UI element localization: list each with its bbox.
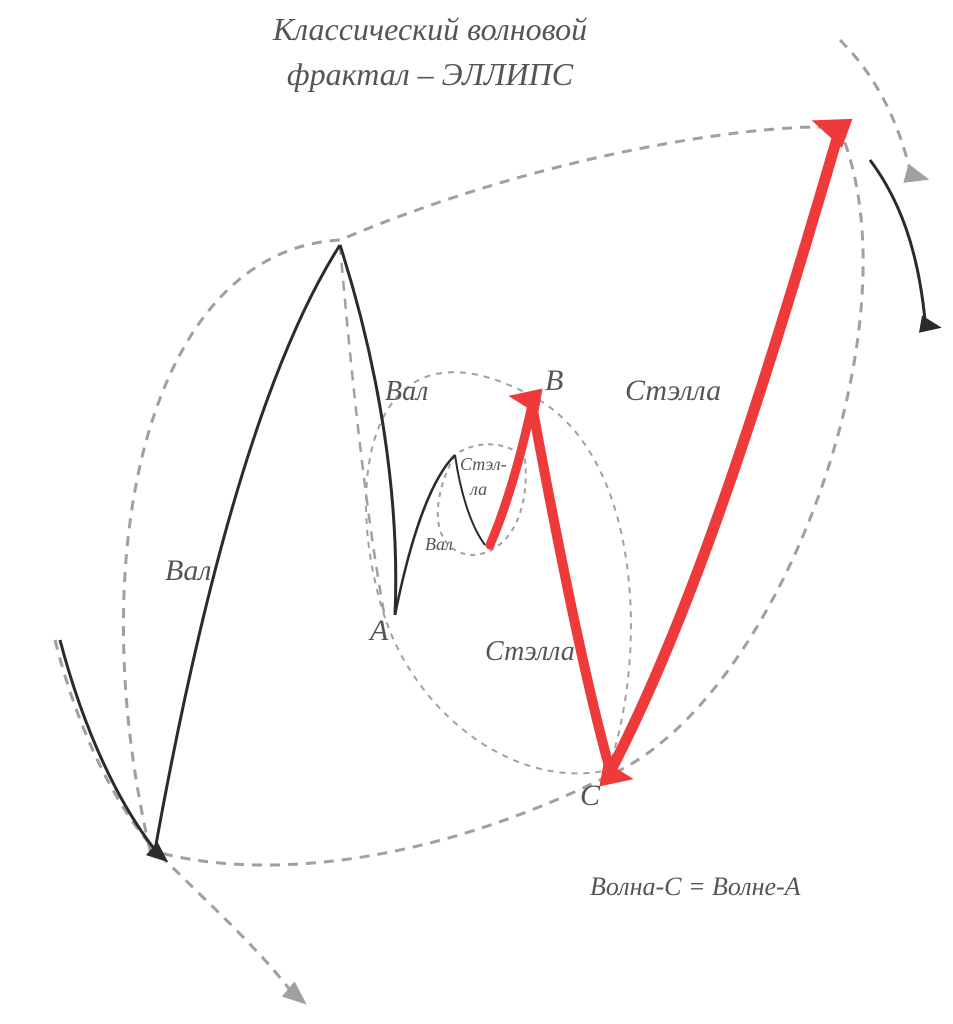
red-wave-ab [490, 405, 532, 545]
arrowhead-red_top [806, 106, 852, 148]
title-line-2: фрактал – ЭЛЛИПС [287, 56, 574, 92]
label-stella-mid: Стэлла [485, 636, 575, 667]
bottom-left-dashed-tail [55, 640, 290, 990]
big-val-solid [155, 245, 340, 850]
label-val-small: Вал [425, 534, 453, 554]
label-stella-sm1: Стэл- [460, 454, 507, 474]
label-val-big: Вал [165, 554, 211, 587]
label-c: C [580, 779, 601, 812]
footnote: Волна-С = Волне-А [590, 872, 801, 901]
top-right-dashed-tail [840, 40, 910, 170]
diagram-canvas: Классический волновой фрактал – ЭЛЛИПС A… [0, 0, 953, 1024]
label-a: A [368, 614, 389, 647]
label-val-mid: Вал [385, 376, 428, 407]
bottom-left-solid-tail [60, 640, 155, 850]
title-line-1: Классический волновой [272, 11, 587, 47]
red-wave-bc [532, 405, 610, 770]
arrowhead-grey_tr [903, 164, 932, 189]
top-right-solid-tail [870, 160, 925, 320]
label-stella-sm2: ла [469, 479, 487, 499]
arrowhead-red_B [506, 383, 542, 415]
arrowhead-black_tr [919, 315, 943, 336]
label-b: B [545, 364, 563, 397]
mid-val-solid [340, 245, 396, 615]
arrowheads-group [146, 106, 943, 1012]
label-stella-big: Стэлла [625, 374, 721, 407]
big-val-dashed-right [340, 245, 385, 618]
